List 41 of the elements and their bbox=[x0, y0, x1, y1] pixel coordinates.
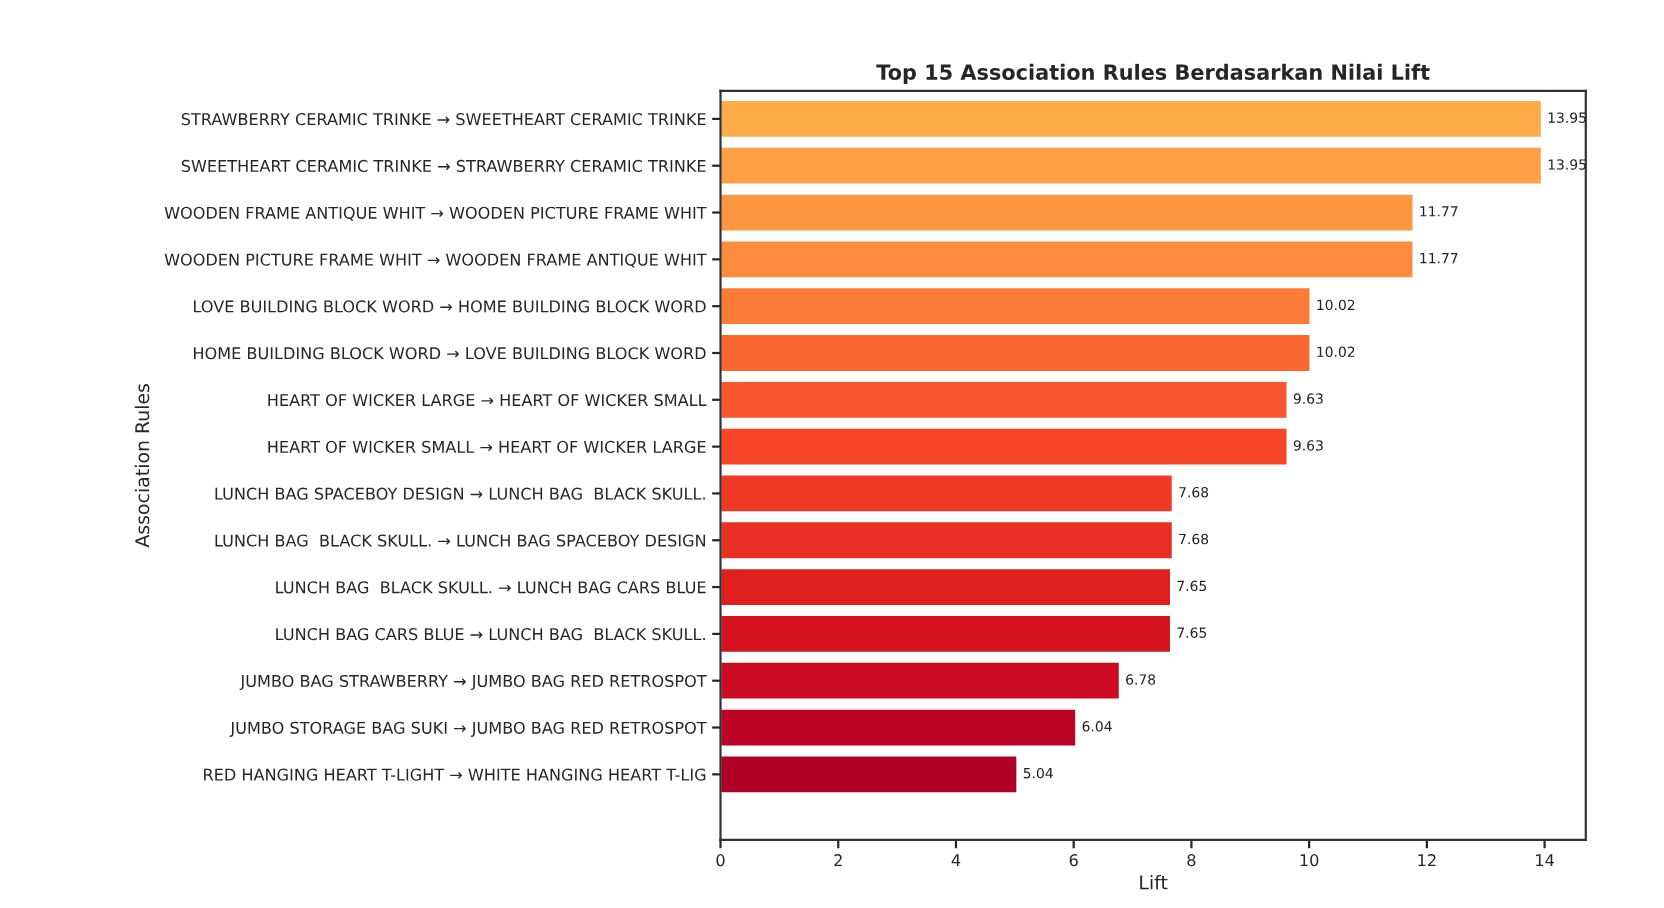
bar bbox=[720, 520, 1174, 560]
y-tick-label: WOODEN FRAME ANTIQUE WHIT → WOODEN PICTURE FRAME WHIT bbox=[164, 206, 707, 221]
x-tick-label: 0 bbox=[716, 854, 725, 867]
y-tick-label: RED HANGING HEART T-LIGHT → WHITE HANGING HEART T-LIG bbox=[204, 768, 706, 781]
x-tick-label: 8 bbox=[1187, 854, 1196, 867]
bar bbox=[720, 146, 1543, 186]
bar bbox=[720, 239, 1415, 279]
y-tick-label: JUMBO STORAGE BAG SUKI → JUMBO BAG RED RETROSPOT bbox=[229, 721, 707, 737]
bar bbox=[720, 99, 1543, 139]
chart-title: Top 15 Association Rules Berdasarkan Nilai Lift bbox=[876, 63, 1430, 85]
y-tick-label: WOODEN PICTURE FRAME WHIT → WOODEN FRAME ANTIQUE WHIT bbox=[164, 253, 707, 268]
bar bbox=[720, 661, 1121, 701]
y-tick-label: LUNCH BAG CARS BLUE → LUNCH BAG BLACK SKULL. bbox=[276, 628, 705, 641]
bar bbox=[720, 380, 1289, 420]
bar bbox=[720, 427, 1289, 467]
bar bbox=[720, 286, 1312, 326]
y-tick-label: STRAWBERRY CERAMIC TRINKE → SWEETHEART CERAMIC TRINKE bbox=[181, 113, 706, 126]
y-tick-label: HEART OF WICKER LARGE → HEART OF WICKER SMALL bbox=[268, 393, 707, 407]
y-tick-label: LUNCH BAG BLACK SKULL. → LUNCH BAG SPACEBOY DESIGN bbox=[215, 534, 706, 547]
x-tick-label: 12 bbox=[1418, 854, 1436, 867]
y-tick-label: HOME BUILDING BLOCK WORD → LOVE BUILDING BLOCK WORD bbox=[194, 347, 706, 360]
bar bbox=[720, 333, 1312, 373]
y-tick-label: LUNCH BAG SPACEBOY DESIGN → LUNCH BAG BLACK SKULL. bbox=[215, 487, 705, 500]
x-tick-label: 10 bbox=[1300, 854, 1319, 867]
x-tick-label: 4 bbox=[951, 854, 961, 867]
x-tick-label: 6 bbox=[1069, 854, 1078, 867]
bar bbox=[720, 754, 1019, 794]
x-tick-label: 14 bbox=[1536, 854, 1554, 867]
bar bbox=[720, 614, 1172, 654]
y-tick-label: HEART OF WICKER SMALL → HEART OF WICKER LARGE bbox=[268, 440, 706, 453]
bar bbox=[720, 567, 1172, 607]
y-tick-label: JUMBO BAG STRAWBERRY → JUMBO BAG RED RETROSPOT bbox=[239, 674, 707, 691]
x-tick-label: 2 bbox=[834, 854, 842, 867]
y-tick-label: LOVE BUILDING BLOCK WORD → HOME BUILDING BLOCK WORD bbox=[194, 300, 706, 313]
bar bbox=[720, 473, 1174, 514]
x-axis-title: Lift bbox=[1140, 874, 1168, 890]
y-axis-title: Association Rules bbox=[134, 384, 150, 548]
bar bbox=[720, 192, 1415, 233]
y-tick-label: SWEETHEART CERAMIC TRINKE → STRAWBERRY CERAMIC TRINKE bbox=[181, 159, 706, 173]
y-tick-label: LUNCH BAG BLACK SKULL. → LUNCH BAG CARS BLUE bbox=[276, 581, 706, 594]
bar bbox=[720, 707, 1077, 748]
